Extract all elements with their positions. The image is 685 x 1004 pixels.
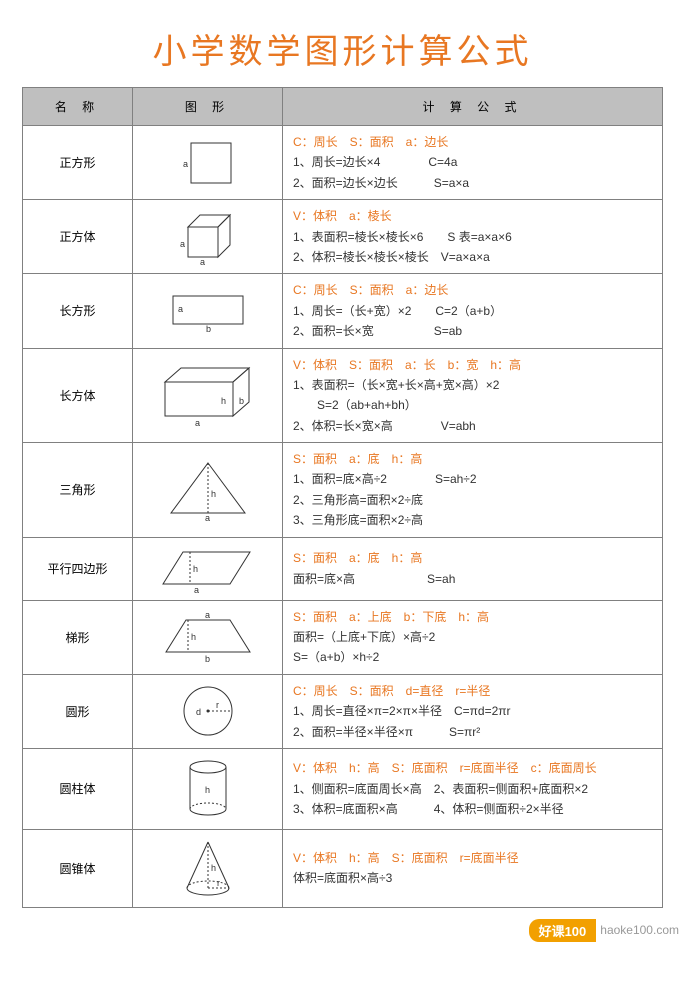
- footer: 好课100 haoke100.com: [529, 919, 685, 942]
- table-row: 长方体 h b a V：体积 S：面积 a：长 b：宽 h：高 1、表面积=（长…: [23, 348, 663, 443]
- shape-formula: C：周长 S：面积 a：边长 1、周长=（长+宽）×2 C=2（a+b） 2、面…: [283, 274, 663, 348]
- cylinder-icon: h: [173, 755, 243, 823]
- shape-name: 圆柱体: [23, 748, 133, 829]
- formula-table: 名 称 图 形 计 算 公 式 正方形 a C：周长 S：面积 a：边长 1、周…: [22, 87, 663, 908]
- svg-text:a: a: [194, 585, 199, 594]
- shape-name: 梯形: [23, 600, 133, 674]
- col-formula: 计 算 公 式: [283, 88, 663, 126]
- cuboid-icon: h b a: [153, 360, 263, 430]
- triangle-icon: h a: [163, 457, 253, 522]
- shape-name: 正方体: [23, 200, 133, 274]
- table-row: 正方体 a a V：体积 a：棱长 1、表面积=棱长×棱长×6 S 表=a×a×…: [23, 200, 663, 274]
- svg-text:a: a: [178, 304, 183, 314]
- parallelogram-icon: h a: [158, 544, 258, 594]
- shape-name: 圆锥体: [23, 829, 133, 907]
- table-row: 长方形 a b C：周长 S：面积 a：边长 1、周长=（长+宽）×2 C=2（…: [23, 274, 663, 348]
- cube-icon: a a: [168, 207, 248, 267]
- svg-text:h: h: [211, 489, 216, 499]
- footer-badge: 好课100: [529, 919, 597, 942]
- trapezoid-icon: h a b: [158, 610, 258, 665]
- shape-name: 正方形: [23, 126, 133, 200]
- svg-text:h: h: [205, 785, 210, 795]
- shape-figure: h b a: [133, 348, 283, 443]
- shape-name: 三角形: [23, 443, 133, 538]
- shape-formula: C：周长 S：面积 a：边长 1、周长=边长×4 C=4a 2、面积=边长×边长…: [283, 126, 663, 200]
- shape-formula: V：体积 a：棱长 1、表面积=棱长×棱长×6 S 表=a×a×6 2、体积=棱…: [283, 200, 663, 274]
- shape-figure: a a: [133, 200, 283, 274]
- svg-text:a: a: [183, 159, 188, 169]
- shape-formula: V：体积 S：面积 a：长 b：宽 h：高 1、表面积=（长×宽+长×高+宽×高…: [283, 348, 663, 443]
- shape-name: 圆形: [23, 674, 133, 748]
- col-figure: 图 形: [133, 88, 283, 126]
- shape-name: 长方体: [23, 348, 133, 443]
- shape-formula: V：体积 h：高 S：底面积 r=底面半径 体积=底面积×高÷3: [283, 829, 663, 907]
- table-row: 圆锥体 h r V：体积 h：高 S：底面积 r=底面半径: [23, 829, 663, 907]
- table-row: 圆柱体 h V：体积 h：高 S：底面积 r=底面半径 c：底面周长 1、侧面积…: [23, 748, 663, 829]
- svg-text:a: a: [195, 418, 200, 428]
- circle-icon: d r: [168, 681, 248, 741]
- svg-text:h: h: [191, 632, 196, 642]
- shape-formula: S：面积 a：底 h：高 1、面积=底×高÷2 S=ah÷2 2、三角形高=面积…: [283, 443, 663, 538]
- table-row: 圆形 d r C：周长 S：面积 d=直径 r=半径 1、周长=直径×π=2×π…: [23, 674, 663, 748]
- svg-text:a: a: [200, 257, 205, 267]
- svg-text:b: b: [205, 654, 210, 664]
- svg-text:h: h: [211, 863, 216, 873]
- shape-figure: h a: [133, 537, 283, 600]
- svg-text:a: a: [205, 513, 210, 522]
- svg-text:b: b: [206, 324, 211, 333]
- svg-text:r: r: [216, 700, 219, 710]
- footer-url: haoke100.com: [596, 923, 685, 937]
- svg-text:b: b: [239, 396, 244, 406]
- svg-text:h: h: [221, 396, 226, 406]
- svg-text:h: h: [193, 564, 198, 574]
- svg-text:r: r: [217, 878, 220, 888]
- shape-formula: S：面积 a：底 h：高 面积=底×高 S=ah: [283, 537, 663, 600]
- shape-formula: S：面积 a：上底 b：下底 h：高 面积=（上底+下底）×高÷2 S=（a+b…: [283, 600, 663, 674]
- table-row: 平行四边形 h a S：面积 a：底 h：高 面积=底×高 S=ah: [23, 537, 663, 600]
- table-row: 三角形 h a S：面积 a：底 h：高 1、面积=底×高÷2 S=ah÷2 2…: [23, 443, 663, 538]
- shape-figure: d r: [133, 674, 283, 748]
- col-name: 名 称: [23, 88, 133, 126]
- square-icon: a: [173, 135, 243, 190]
- shape-name: 长方形: [23, 274, 133, 348]
- table-header-row: 名 称 图 形 计 算 公 式: [23, 88, 663, 126]
- shape-formula: C：周长 S：面积 d=直径 r=半径 1、周长=直径×π=2×π×半径 C=π…: [283, 674, 663, 748]
- page-title: 小学数学图形计算公式: [22, 24, 663, 73]
- shape-figure: h a b: [133, 600, 283, 674]
- shape-figure: a b: [133, 274, 283, 348]
- shape-figure: a: [133, 126, 283, 200]
- rectangle-icon: a b: [158, 288, 258, 333]
- shape-figure: h: [133, 748, 283, 829]
- svg-text:a: a: [205, 610, 210, 620]
- shape-formula: V：体积 h：高 S：底面积 r=底面半径 c：底面周长 1、侧面积=底面周长×…: [283, 748, 663, 829]
- cone-icon: h r: [173, 836, 243, 901]
- table-row: 正方形 a C：周长 S：面积 a：边长 1、周长=边长×4 C=4a 2、面积…: [23, 126, 663, 200]
- shape-figure: h r: [133, 829, 283, 907]
- svg-text:a: a: [180, 239, 185, 249]
- page: 小学数学图形计算公式 名 称 图 形 计 算 公 式 正方形 a: [0, 0, 685, 948]
- svg-text:d: d: [196, 707, 201, 717]
- table-row: 梯形 h a b S：面积 a：上底 b：下底 h：高 面积=（上底+下底）×高…: [23, 600, 663, 674]
- shape-name: 平行四边形: [23, 537, 133, 600]
- shape-figure: h a: [133, 443, 283, 538]
